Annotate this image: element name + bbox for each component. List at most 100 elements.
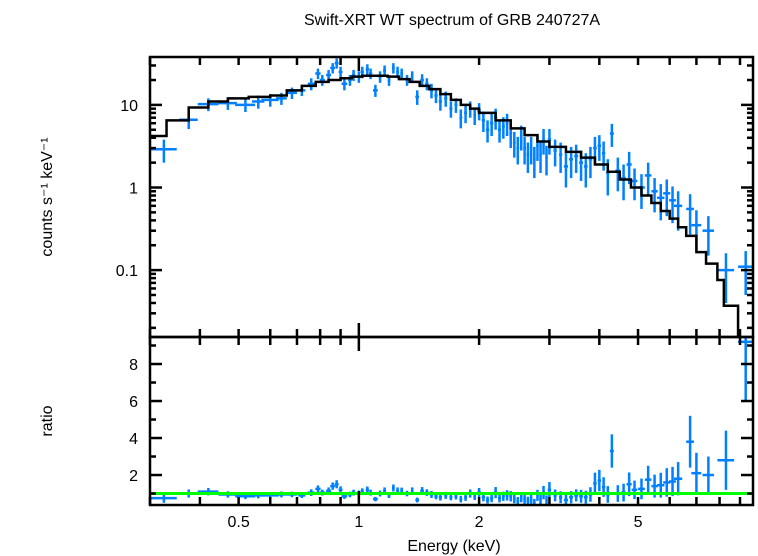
ratio-data-point — [638, 478, 645, 500]
ratio-data-point — [330, 482, 336, 490]
ratio-data-point — [315, 485, 321, 493]
x-tick-label: 2 — [475, 514, 484, 531]
ratio-data-point — [609, 434, 614, 468]
ratio-data-point — [533, 498, 536, 505]
spectrum-data-point — [621, 164, 626, 201]
x-axis-label: Energy (keV) — [407, 538, 500, 555]
ratio-data-point — [449, 494, 453, 501]
spectrum-data-point — [425, 78, 429, 91]
ratio-y-tick-label: 2 — [129, 468, 138, 485]
spectrum-data-point — [368, 68, 373, 80]
ratio-data-point — [545, 495, 548, 505]
ratio-data-point — [593, 472, 597, 495]
ratio-data-point — [415, 497, 420, 503]
spectrum-data-point — [717, 253, 735, 303]
ratio-data-point — [523, 494, 526, 504]
chart-title: Swift-XRT WT spectrum of GRB 240727A — [304, 12, 600, 29]
ratio-data-point — [547, 482, 552, 498]
ratio-data-point — [553, 489, 557, 502]
x-tick-label: 5 — [634, 514, 643, 531]
ratio-data-point — [459, 495, 463, 503]
ratio-frame — [148, 335, 755, 507]
spectrum-data-point — [391, 63, 395, 74]
ratio-data-point — [563, 494, 569, 505]
ratio-plot-area — [150, 337, 753, 505]
spectrum-data-point — [686, 194, 694, 235]
spectrum-data-point — [348, 75, 352, 86]
spectrum-data-point — [609, 123, 614, 147]
ratio-data-point — [631, 480, 638, 500]
spectrum-data-point — [523, 136, 526, 165]
spectrum-data-point — [449, 101, 453, 118]
spectrum-data-point — [341, 78, 348, 91]
ratio-data-point — [516, 497, 520, 505]
spectrum-y-tick-label: 1 — [129, 181, 138, 198]
spectrum-data-point — [497, 120, 502, 143]
spectrum-data-point — [631, 168, 638, 201]
spectrum-data-point — [505, 113, 509, 137]
spectrum-data-point — [481, 111, 486, 132]
ratio-data-point — [686, 415, 694, 468]
spectrum-data-point — [702, 216, 715, 256]
ratio-data-point — [536, 489, 539, 501]
spectrum-data-point — [601, 141, 606, 171]
ratio-data-point — [485, 496, 490, 504]
spectrum-data-point — [512, 131, 516, 158]
spectrum-data-point — [319, 75, 325, 86]
ratio-data-point — [150, 493, 177, 503]
spectrum-data-point — [588, 146, 593, 179]
ratio-data-point — [334, 480, 339, 489]
spectrum-data-point — [545, 145, 548, 176]
spectrum-data-point — [315, 68, 321, 80]
ratio-data-point — [373, 496, 378, 502]
spectrum-y-tick-label: 10 — [120, 98, 138, 115]
spectrum-data-point — [150, 139, 177, 163]
spectrum-data-point — [529, 136, 533, 165]
spectrum-data-point — [490, 113, 494, 137]
spectrum-data-point — [519, 125, 523, 151]
ratio-y-tick-label: 4 — [129, 431, 138, 448]
spectrum-data-point — [438, 94, 443, 111]
spectrum-data-point — [553, 139, 557, 167]
ratio-data-point — [497, 493, 502, 503]
spectrum-data-point — [400, 68, 404, 80]
x-tick-label: 0.5 — [227, 514, 249, 531]
ratio-y-tick-label: 8 — [129, 357, 138, 374]
spectrum-data-point — [415, 90, 420, 105]
ratio-data-point — [391, 484, 395, 492]
model-step-line — [150, 74, 751, 337]
ratio-data-point — [702, 456, 715, 494]
spectrum-data-point — [533, 146, 536, 179]
spectrum-data-point — [338, 66, 343, 79]
spectrum-data-point — [405, 75, 409, 86]
ratio-data-point — [691, 452, 702, 494]
ratio-y-tick-label: 6 — [129, 394, 138, 411]
spectrum-data-point — [526, 142, 530, 173]
spectrum-data-point — [235, 98, 256, 113]
spectrum-data-point — [738, 251, 753, 295]
spectrum-data-point — [516, 136, 520, 165]
spectrum-y-tick-label: 0.1 — [116, 263, 138, 280]
ratio-data-point — [579, 489, 583, 503]
ratio-data-point — [490, 494, 494, 503]
ratio-data-point — [673, 462, 683, 496]
spectrum-data-point — [373, 84, 378, 97]
x-tick-label: 1 — [354, 514, 363, 531]
spectrum-data-point — [539, 142, 542, 173]
ratio-data-point — [669, 466, 676, 497]
ratio-data-point — [644, 465, 652, 494]
y-axis-label-spectrum: counts s⁻¹ keV⁻¹ — [39, 137, 56, 256]
spectrum-data-point — [464, 104, 467, 124]
ratio-data-point — [717, 430, 735, 490]
spectrum-data-point — [563, 153, 569, 188]
spectrum-data-point — [307, 78, 315, 91]
spectrum-data-point — [378, 71, 382, 83]
spectrum-data-point — [644, 162, 652, 196]
spectrum-data-point — [583, 153, 588, 188]
spectrum-data-point — [330, 63, 336, 74]
spectrum-data-point — [669, 186, 676, 224]
spectrum-data-point — [334, 58, 339, 69]
spectrum-data-point — [597, 135, 602, 161]
y-axis-label-ratio: ratio — [39, 405, 56, 436]
spectrum-plot-area — [150, 58, 753, 337]
